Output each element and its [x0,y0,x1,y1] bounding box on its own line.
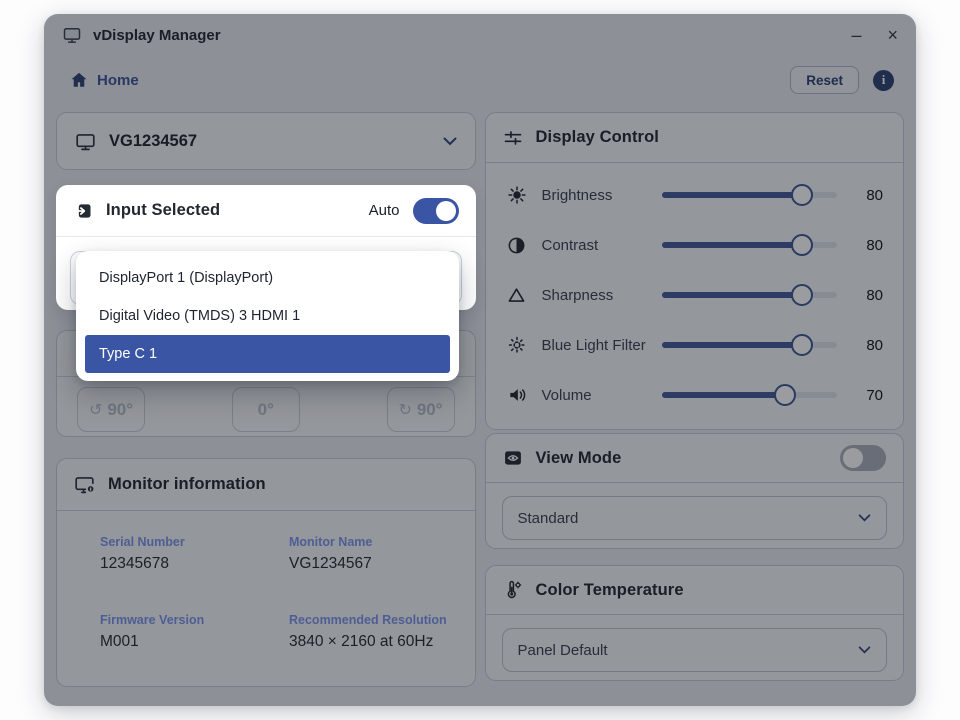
rotate-0-button[interactable]: 0° [231,387,300,432]
view-mode-icon [503,448,523,468]
sliders-icon [503,128,523,148]
auto-toggle[interactable] [412,197,459,224]
monitor-info-icon [74,474,95,495]
rotate-cw-icon: ↻ [398,401,412,419]
display-control-card: Display Control Brightness 80 [484,112,904,430]
monitor-information-card: Monitor information Serial Number 123456… [56,458,476,687]
dropdown-option-typec[interactable]: Type C 1 [85,335,450,373]
blue-light-filter-icon [506,335,528,355]
volume-slider[interactable] [662,384,837,406]
breadcrumb-home[interactable]: Home [70,71,139,89]
field-recommended-resolution: Recommended Resolution 3840 × 2160 at 60… [289,613,447,650]
field-firmware-version: Firmware Version M001 [100,613,205,650]
home-label: Home [97,71,139,89]
chevron-down-icon [443,137,457,146]
display-control-title: Display Control [535,128,659,146]
view-mode-select[interactable]: Standard [501,496,887,540]
home-icon [70,71,88,89]
dropdown-option-displayport[interactable]: DisplayPort 1 (DisplayPort) [99,270,274,286]
contrast-row: Contrast 80 [486,220,904,270]
sharpness-row: Sharpness 80 [486,270,904,320]
device-name: VG1234567 [109,131,198,150]
contrast-value: 80 [866,236,883,254]
auto-label: Auto [368,202,400,219]
volume-value: 70 [866,386,883,404]
volume-row: Volume 70 [486,370,904,420]
titlebar: vDisplay Manager – × [44,14,916,56]
blue-light-filter-row: Blue Light Filter 80 [486,320,904,370]
chevron-down-icon [858,514,871,522]
sharpness-icon [506,286,528,305]
monitor-icon [75,131,96,152]
input-selected-title: Input Selected [106,201,221,219]
sharpness-value: 80 [866,286,883,304]
input-source-icon [73,201,93,221]
info-icon[interactable]: i [873,69,894,91]
volume-icon [506,385,528,405]
minimize-button[interactable]: – [851,25,862,45]
brightness-value: 80 [866,186,883,204]
contrast-slider[interactable] [662,234,837,256]
view-mode-card: View Mode Standard [484,433,904,549]
contrast-icon [506,236,528,255]
app-monitor-icon [62,25,82,45]
sharpness-slider[interactable] [662,284,837,306]
view-mode-toggle[interactable] [840,445,886,471]
view-mode-selected: Standard [517,509,579,527]
rotate-cw-90-button[interactable]: ↻ 90° [386,387,455,432]
brightness-slider[interactable] [662,184,837,206]
app-window: vDisplay Manager – × Home Reset i [44,14,916,706]
view-mode-title: View Mode [535,448,622,467]
color-temperature-select[interactable]: Panel Default [501,628,887,672]
topbar: Home Reset i [44,56,916,112]
color-temperature-icon [503,580,523,600]
app-title: vDisplay Manager [93,26,221,44]
close-button[interactable]: × [887,25,898,45]
reset-button[interactable]: Reset [790,66,859,94]
brightness-icon [506,185,528,205]
device-selector[interactable]: VG1234567 [56,112,476,170]
field-serial-number: Serial Number 12345678 [100,535,185,572]
color-temperature-card: Color Temperature Panel Default [484,565,904,681]
rotate-ccw-90-button[interactable]: ↺ 90° [77,387,145,432]
chevron-down-icon [858,646,871,654]
blue-light-filter-value: 80 [866,336,883,354]
field-monitor-name: Monitor Name VG1234567 [289,535,373,572]
brightness-row: Brightness 80 [486,170,904,220]
input-dropdown: DisplayPort 1 (DisplayPort) Digital Vide… [76,251,459,381]
monitor-information-title: Monitor information [108,475,266,493]
color-temperature-selected: Panel Default [517,641,608,659]
input-selected-card: Input Selected Auto DisplayPort 1 (Displ… [56,185,476,381]
rotate-ccw-icon: ↺ [88,401,103,419]
dropdown-option-hdmi[interactable]: Digital Video (TMDS) 3 HDMI 1 [99,308,301,324]
color-temperature-title: Color Temperature [535,580,684,599]
blue-light-filter-slider[interactable] [662,334,837,356]
